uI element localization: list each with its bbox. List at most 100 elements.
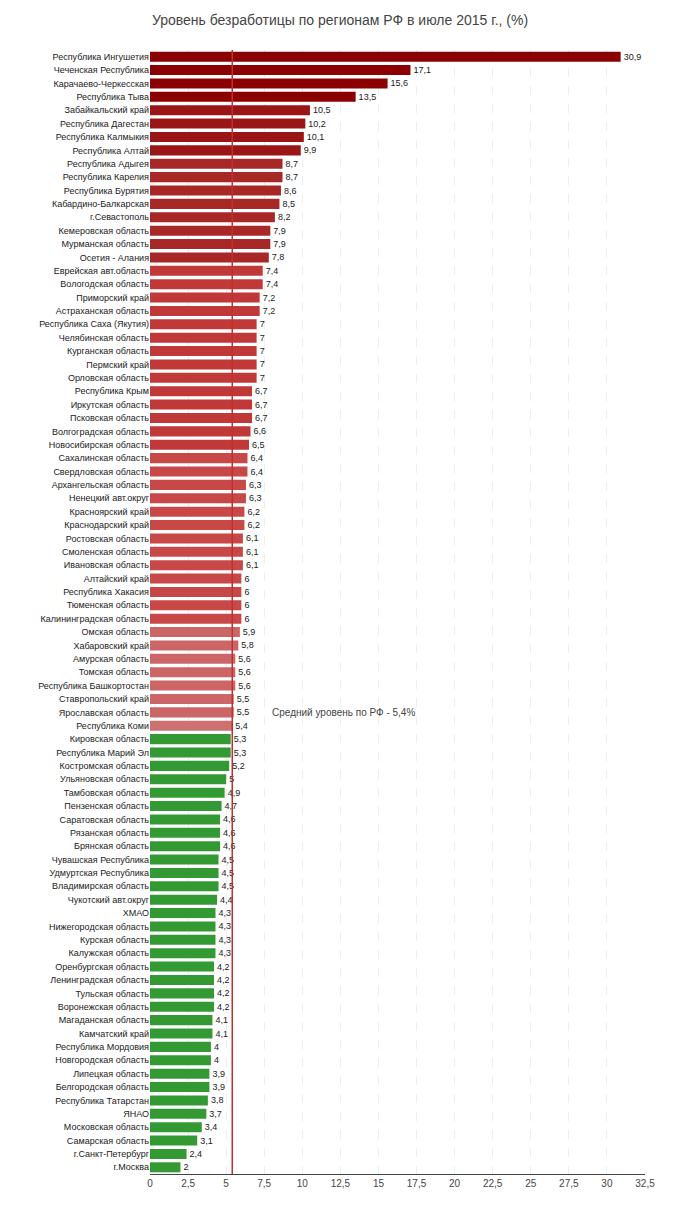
svg-text:Республика Хакасия: Республика Хакасия (63, 587, 149, 597)
svg-text:Уровень безработицы по региона: Уровень безработицы по регионам РФ в июл… (152, 12, 528, 28)
svg-text:Республика Бурятия: Республика Бурятия (64, 186, 149, 196)
svg-text:Республика Саха (Якутия): Республика Саха (Якутия) (39, 319, 149, 329)
svg-text:Орловская область: Орловская область (68, 373, 149, 383)
svg-text:Чувашская Республика: Чувашская Республика (52, 855, 149, 865)
svg-text:Волгоградская область: Волгоградская область (52, 427, 149, 437)
svg-text:4,6: 4,6 (223, 828, 236, 838)
svg-text:7,5: 7,5 (257, 1178, 271, 1189)
svg-text:4,3: 4,3 (218, 948, 231, 958)
svg-text:Смоленская область: Смоленская область (62, 547, 149, 557)
svg-text:4,6: 4,6 (223, 841, 236, 851)
svg-text:7,4: 7,4 (266, 266, 279, 276)
svg-text:Республика Алтай: Республика Алтай (72, 146, 149, 156)
svg-text:6,7: 6,7 (255, 400, 268, 410)
svg-text:Курская область: Курская область (80, 935, 149, 945)
svg-text:2,5: 2,5 (181, 1178, 195, 1189)
svg-text:8,6: 8,6 (284, 186, 297, 196)
svg-text:Костромская область: Костромская область (60, 761, 150, 771)
svg-text:Мурманская область: Мурманская область (61, 239, 149, 249)
svg-text:Калужская область: Калужская область (69, 948, 150, 958)
svg-text:5,6: 5,6 (238, 681, 251, 691)
svg-text:7: 7 (260, 373, 265, 383)
svg-text:4,7: 4,7 (225, 801, 238, 811)
svg-text:Рязанская область: Рязанская область (70, 828, 149, 838)
svg-text:Республика Ингушетия: Республика Ингушетия (53, 52, 150, 62)
svg-text:22,5: 22,5 (483, 1178, 503, 1189)
svg-text:Свердловская область: Свердловская область (53, 467, 149, 477)
svg-text:Ненецкий авт.округ: Ненецкий авт.округ (69, 493, 150, 503)
svg-text:3,7: 3,7 (209, 1109, 222, 1119)
svg-text:8,5: 8,5 (282, 199, 295, 209)
svg-text:10,1: 10,1 (307, 132, 325, 142)
svg-text:Ленинградская область: Ленинградская область (50, 975, 149, 985)
svg-text:5,9: 5,9 (243, 627, 256, 637)
svg-text:5,5: 5,5 (237, 707, 250, 717)
svg-text:3,9: 3,9 (212, 1082, 225, 1092)
svg-text:3,4: 3,4 (205, 1122, 218, 1132)
svg-text:10,5: 10,5 (313, 105, 331, 115)
svg-text:8,7: 8,7 (286, 159, 299, 169)
svg-text:Пензенская область: Пензенская область (64, 801, 149, 811)
svg-text:30: 30 (601, 1178, 613, 1189)
svg-text:Сахалинская область: Сахалинская область (58, 453, 149, 463)
svg-text:Красноярский край: Красноярский край (69, 507, 149, 517)
svg-text:Омская область: Омская область (81, 627, 149, 637)
svg-text:Республика Крым: Республика Крым (75, 386, 149, 396)
svg-text:30,9: 30,9 (624, 52, 642, 62)
svg-text:3,1: 3,1 (200, 1136, 213, 1146)
svg-text:Чукотский авт.округ: Чукотский авт.округ (68, 895, 150, 905)
svg-text:Краснодарский край: Краснодарский край (64, 520, 149, 530)
svg-text:6,1: 6,1 (246, 560, 259, 570)
svg-text:Республика Коми: Республика Коми (76, 721, 149, 731)
svg-text:6,7: 6,7 (255, 413, 268, 423)
svg-text:6,7: 6,7 (255, 386, 268, 396)
svg-text:4,5: 4,5 (222, 881, 235, 891)
svg-text:Ростовская область: Ростовская область (66, 534, 149, 544)
svg-text:Республика Карелия: Республика Карелия (63, 172, 149, 182)
svg-text:5,2: 5,2 (232, 761, 245, 771)
svg-text:10,2: 10,2 (308, 119, 326, 129)
svg-text:6,1: 6,1 (246, 533, 259, 543)
svg-text:32,5: 32,5 (635, 1178, 655, 1189)
svg-text:Самарская область: Самарская область (67, 1136, 149, 1146)
svg-text:4,6: 4,6 (223, 814, 236, 824)
svg-text:7: 7 (260, 333, 265, 343)
svg-text:Удмуртская Республика: Удмуртская Республика (49, 868, 149, 878)
svg-text:7,8: 7,8 (272, 252, 285, 262)
svg-text:Хабаровский край: Хабаровский край (73, 641, 149, 651)
svg-text:Вологодская область: Вологодская область (60, 279, 149, 289)
svg-text:5: 5 (229, 774, 234, 784)
svg-text:15: 15 (373, 1178, 385, 1189)
svg-text:Карачаево-Черкесская: Карачаево-Черкесская (53, 79, 149, 89)
svg-text:6: 6 (244, 587, 249, 597)
svg-text:Алтайский край: Алтайский край (84, 574, 149, 584)
svg-text:6,1: 6,1 (246, 547, 259, 557)
svg-text:5,5: 5,5 (237, 694, 250, 704)
svg-text:Республика Татарстан: Республика Татарстан (55, 1096, 149, 1106)
svg-text:Саратовская область: Саратовская область (60, 815, 150, 825)
svg-text:4,2: 4,2 (217, 962, 230, 972)
svg-text:Кемеровская область: Кемеровская область (59, 226, 150, 236)
svg-text:Архангельская область: Архангельская область (52, 480, 150, 490)
svg-text:5,6: 5,6 (238, 667, 251, 677)
svg-text:Приморский край: Приморский край (76, 293, 149, 303)
svg-text:ХМАО: ХМАО (123, 908, 149, 918)
svg-text:12,5: 12,5 (331, 1178, 351, 1189)
svg-text:Республика Мордовия: Республика Мордовия (55, 1042, 149, 1052)
svg-text:Осетия - Алания: Осетия - Алания (80, 253, 149, 263)
svg-text:4,5: 4,5 (222, 868, 235, 878)
svg-text:6,3: 6,3 (249, 480, 262, 490)
svg-text:Тамбовская область: Тамбовская область (64, 788, 150, 798)
svg-text:4: 4 (214, 1055, 219, 1065)
svg-text:5,3: 5,3 (234, 748, 247, 758)
svg-text:4,2: 4,2 (217, 1002, 230, 1012)
svg-text:7,2: 7,2 (263, 306, 276, 316)
svg-text:2,4: 2,4 (190, 1149, 203, 1159)
svg-text:Курганская область: Курганская область (67, 346, 149, 356)
svg-text:4,2: 4,2 (217, 975, 230, 985)
svg-text:г.Севастополь: г.Севастополь (90, 212, 149, 222)
svg-text:Республика Тыва: Республика Тыва (76, 92, 149, 102)
svg-text:6: 6 (244, 614, 249, 624)
svg-text:4,2: 4,2 (217, 988, 230, 998)
svg-text:4,9: 4,9 (228, 788, 241, 798)
